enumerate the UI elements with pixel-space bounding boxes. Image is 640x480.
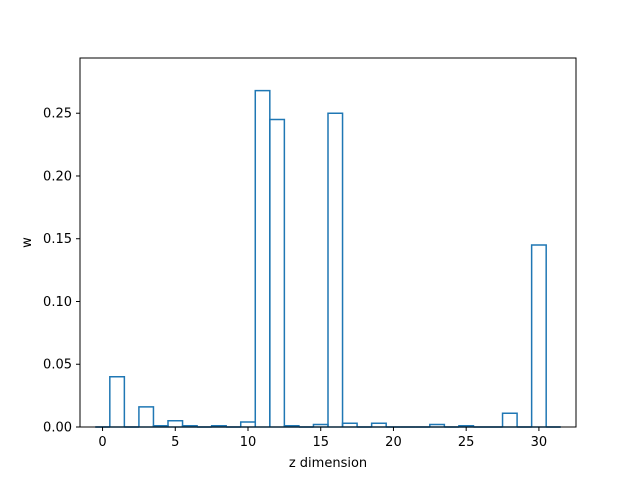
plot-frame: [79, 57, 577, 428]
histogram-bar: [327, 112, 344, 427]
y-axis-label: w: [20, 237, 35, 248]
x-tick-label: 20: [385, 435, 402, 450]
histogram-bar: [109, 376, 126, 427]
x-tick-label: 30: [531, 435, 548, 450]
histogram-bar: [530, 244, 547, 427]
histogram-bar: [341, 422, 358, 427]
y-tick-label: 0.25: [43, 107, 72, 122]
y-tick-label: 0.20: [43, 169, 72, 184]
y-tick-label: 0.10: [43, 295, 72, 310]
histogram-bar: [138, 406, 155, 427]
histogram-bar: [501, 412, 518, 427]
y-tick-label: 0.05: [43, 358, 72, 373]
x-tick-label: 25: [458, 435, 475, 450]
x-axis: 0 5 10 15 20 25 30: [98, 427, 547, 450]
x-tick-label: 10: [240, 435, 257, 450]
histogram-bar: [370, 422, 387, 427]
y-tick-label: 0.00: [43, 421, 72, 436]
x-axis-label: z dimension: [289, 456, 367, 471]
x-tick-label: 5: [171, 435, 179, 450]
y-axis: 0.00 0.05 0.10 0.15 0.20 0.25: [43, 107, 80, 436]
x-tick-label: 0: [98, 435, 106, 450]
histogram-bar: [167, 419, 184, 427]
x-tick-label: 15: [312, 435, 329, 450]
y-tick-label: 0.15: [43, 232, 72, 247]
histogram-bar: [429, 423, 446, 427]
histogram-bar: [269, 118, 286, 427]
